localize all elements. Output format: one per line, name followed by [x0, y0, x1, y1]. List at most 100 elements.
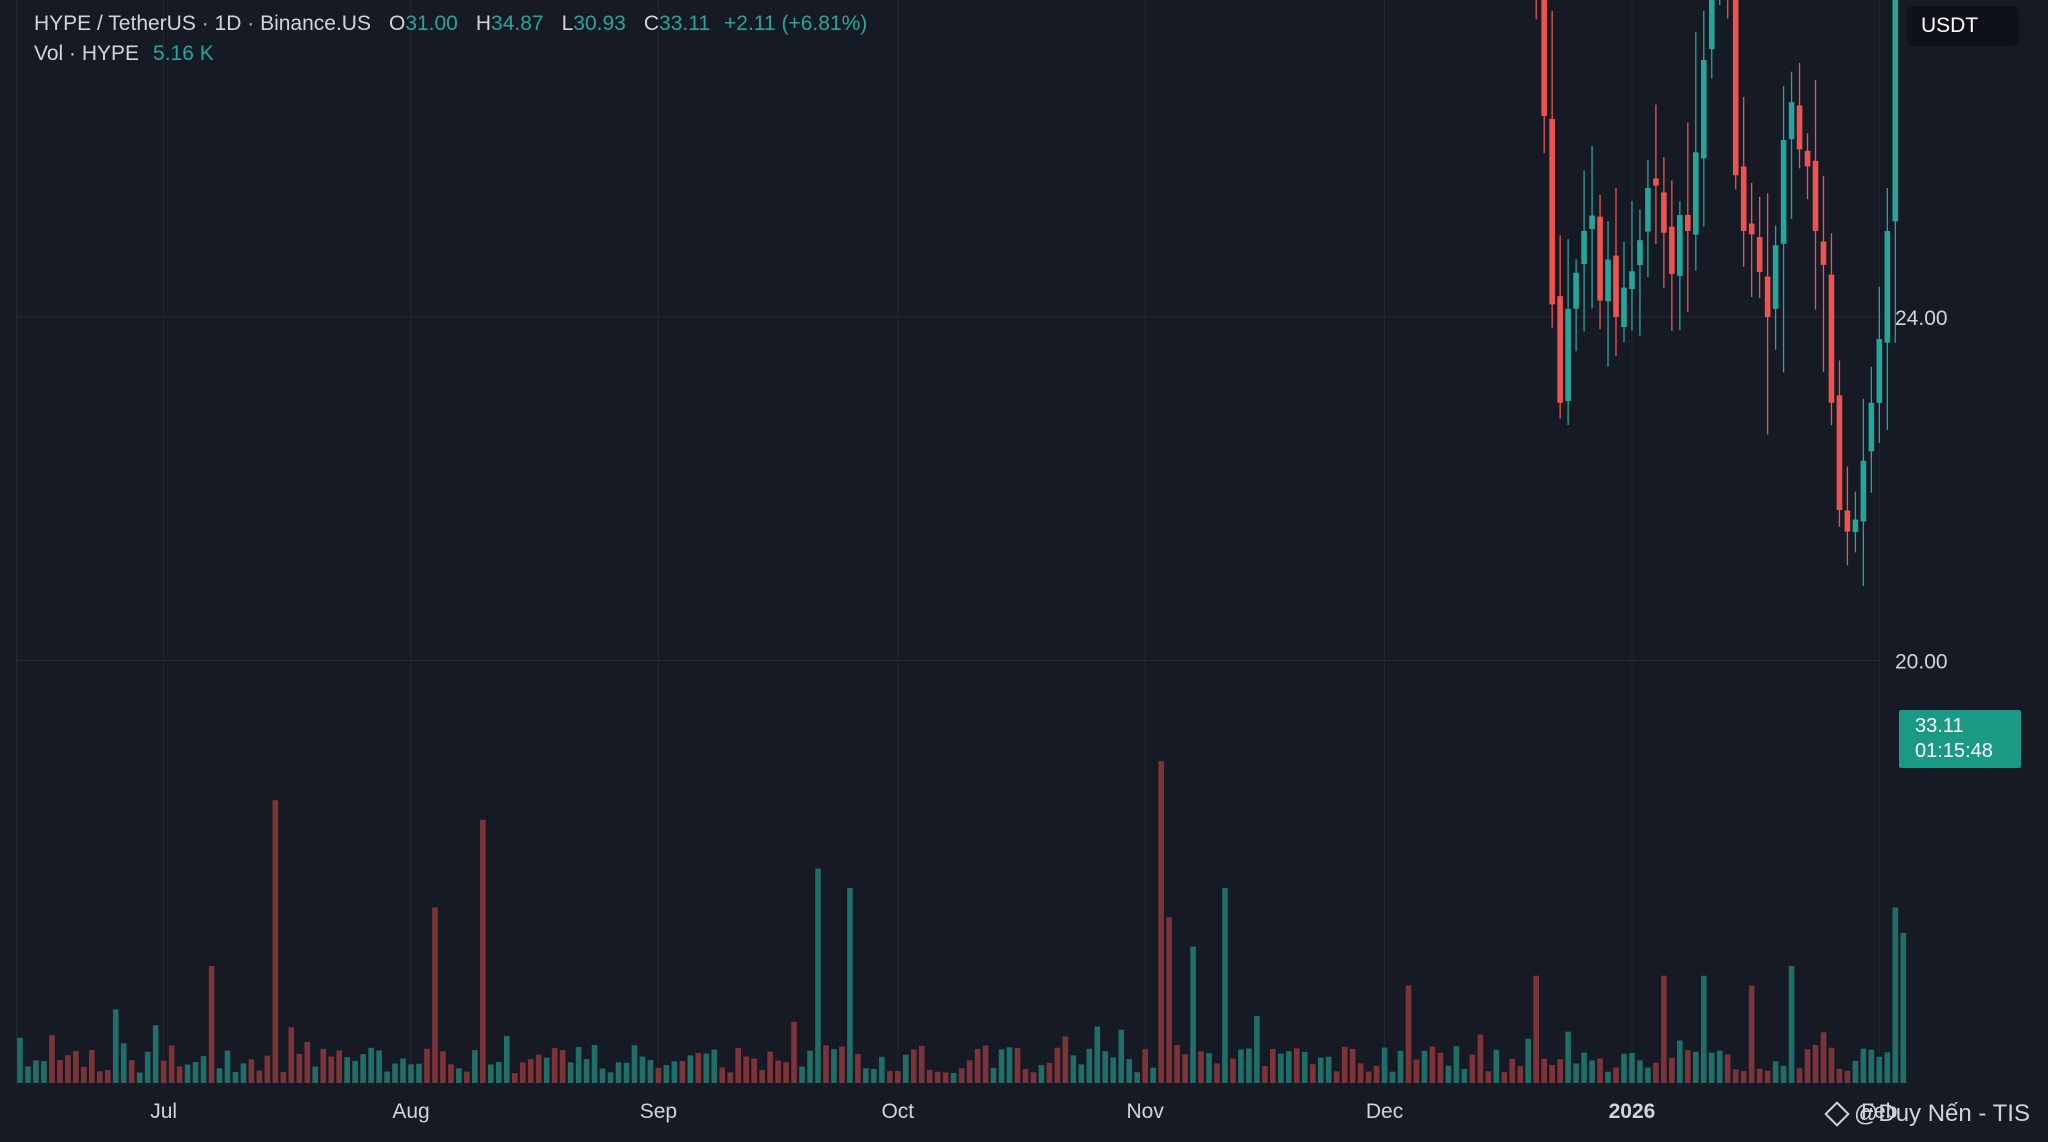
- volume-bar: [727, 1072, 734, 1083]
- volume-bar: [631, 1045, 638, 1083]
- volume-bar: [1182, 1054, 1188, 1083]
- volume-bar: [1772, 1061, 1779, 1083]
- volume-bar: [120, 1043, 127, 1083]
- volume-bar: [887, 1071, 893, 1083]
- volume-bar: [144, 1051, 151, 1083]
- volume-bar: [1884, 1052, 1891, 1083]
- volume-bar: [807, 1050, 813, 1083]
- volume-bar: [871, 1068, 877, 1083]
- volume-bar: [1365, 1071, 1372, 1083]
- open-value: 31.00: [405, 12, 458, 35]
- volume-bar: [863, 1068, 869, 1083]
- symbol-name[interactable]: HYPE / TetherUS: [34, 12, 196, 35]
- candle-body: [1820, 241, 1827, 265]
- candle-body: [1637, 240, 1643, 266]
- volume-bar: [559, 1050, 566, 1083]
- volume-bar: [392, 1063, 398, 1083]
- volume-bar: [1238, 1049, 1244, 1083]
- volume-bar: [759, 1070, 765, 1083]
- time-axis[interactable]: Jul Aug Sep Oct Nov Dec 2026 Feb: [150, 1100, 1897, 1123]
- volume-bar: [17, 1037, 23, 1083]
- volume-bar: [966, 1060, 973, 1083]
- volume-bar: [1325, 1056, 1332, 1083]
- volume-bar: [1541, 1058, 1547, 1083]
- volume-bar: [1357, 1063, 1364, 1083]
- volume-bar: [982, 1045, 989, 1083]
- volume-bar: [1070, 1055, 1077, 1083]
- volume-bar: [1110, 1057, 1117, 1083]
- volume-bar: [1206, 1053, 1212, 1083]
- volume-bar: [895, 1071, 901, 1083]
- candle-body: [1796, 105, 1803, 150]
- candle-body: [1780, 140, 1787, 244]
- volume-bar: [1764, 1070, 1771, 1083]
- candle-body: [1876, 339, 1883, 403]
- volume-bar: [368, 1047, 374, 1083]
- volume-bar: [1278, 1053, 1284, 1083]
- candle-body: [1756, 237, 1763, 272]
- volume-bar: [344, 1057, 350, 1083]
- candle-body: [1700, 60, 1707, 159]
- candle-body: [1812, 160, 1819, 231]
- volume-label: Vol · HYPE: [34, 42, 140, 65]
- volume-bar: [1469, 1054, 1476, 1083]
- volume-bar: [511, 1072, 518, 1083]
- candle-body: [1868, 402, 1875, 452]
- volume-bar: [360, 1054, 366, 1083]
- volume-bar: [934, 1071, 941, 1083]
- price-axis[interactable]: 64.0060.0056.0052.0048.0044.0040.0036.00…: [1895, 0, 1948, 674]
- volume-bar: [1445, 1065, 1452, 1083]
- volume-bar: [695, 1053, 702, 1083]
- grid: [16, 0, 1882, 1085]
- volume-bar: [1461, 1068, 1468, 1083]
- candle-body: [1884, 231, 1891, 343]
- volume-bar: [400, 1058, 406, 1083]
- volume-bar: [176, 1066, 183, 1083]
- volume-bar: [376, 1050, 382, 1083]
- volume-bar: [57, 1060, 63, 1083]
- volume-bar: [567, 1062, 574, 1083]
- volume-bar: [1892, 907, 1899, 1083]
- volume-bar: [1836, 1068, 1843, 1083]
- volume-bar: [1198, 1051, 1204, 1083]
- exchange: Binance.US: [260, 12, 371, 35]
- volume-bar: [1788, 966, 1795, 1083]
- currency-button[interactable]: USDT: [1907, 6, 2019, 46]
- volume-bar: [1333, 1071, 1340, 1083]
- candle-body: [1852, 519, 1859, 532]
- volume-bar: [1661, 975, 1667, 1083]
- volume-bar: [551, 1048, 558, 1083]
- open-label: O: [388, 12, 406, 35]
- volume-bar: [1094, 1026, 1101, 1083]
- volume-bar: [312, 1066, 319, 1083]
- volume-bar: [81, 1066, 87, 1083]
- volume-bar: [1030, 1072, 1037, 1083]
- volume-legend: Vol · HYPE 5.16 K: [34, 42, 214, 66]
- candle-body: [1748, 223, 1755, 235]
- volume-bar: [535, 1054, 542, 1083]
- volume-bar: [160, 1060, 167, 1083]
- volume-bar: [1820, 1032, 1827, 1083]
- volume-bar: [1852, 1060, 1859, 1083]
- time-tick-label: Jul: [150, 1100, 177, 1123]
- volume-bar: [168, 1045, 175, 1083]
- volume-bar: [902, 1054, 909, 1083]
- volume-bar: [1693, 1051, 1699, 1083]
- volume-bar: [336, 1050, 342, 1083]
- low-label: L: [561, 12, 574, 35]
- volume-bar: [1381, 1047, 1388, 1083]
- volume-bar: [1270, 1049, 1276, 1083]
- volume-bar: [655, 1067, 662, 1083]
- volume-bar: [799, 1066, 805, 1083]
- volume-bar: [1341, 1046, 1348, 1083]
- volume-bar: [791, 1021, 797, 1083]
- volume-bar: [1373, 1065, 1380, 1083]
- volume-bar: [615, 1062, 622, 1083]
- volume-bar: [65, 1055, 71, 1083]
- volume-bar: [1389, 1071, 1396, 1083]
- volume-bar: [224, 1050, 231, 1083]
- interval[interactable]: 1D: [214, 12, 242, 35]
- volume-bar: [304, 1041, 311, 1083]
